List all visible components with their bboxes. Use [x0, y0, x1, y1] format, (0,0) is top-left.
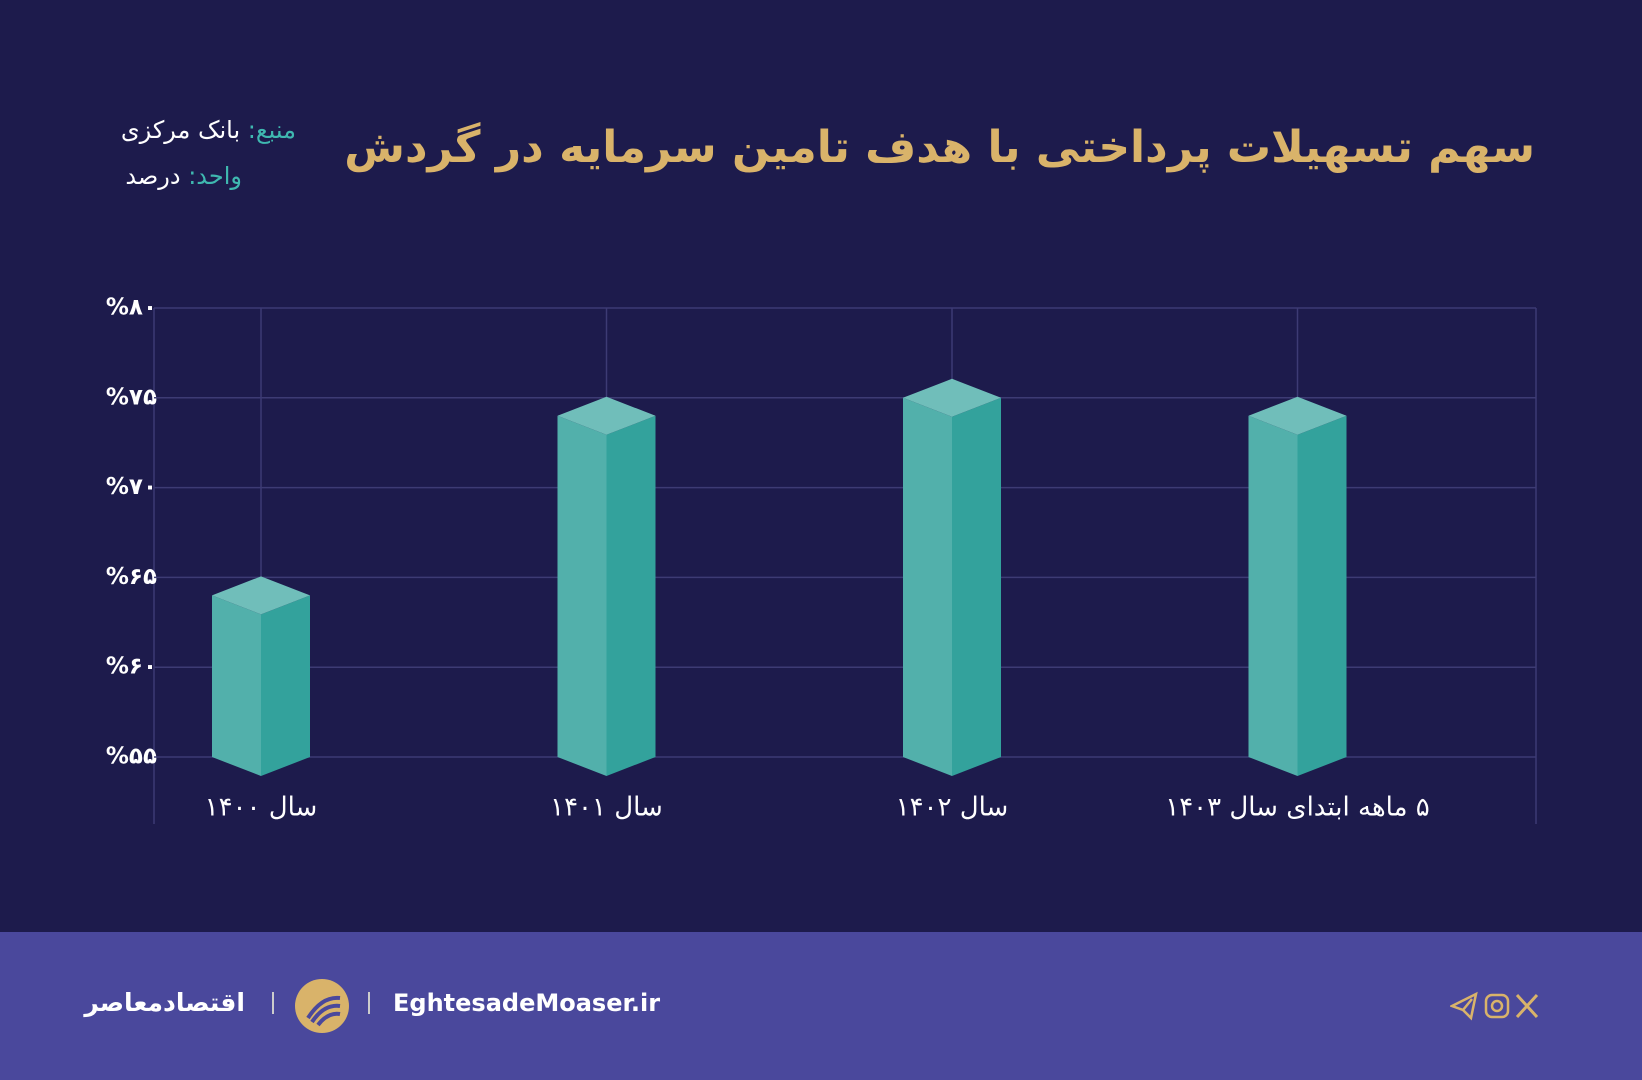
x-tick-label: سال ۱۴۰۰	[205, 793, 318, 823]
bar-top-face	[1248, 396, 1347, 435]
x-tick-label: سال ۱۴۰۱	[550, 793, 663, 823]
bar-right-face	[1297, 415, 1347, 776]
y-tick-label: %۸۰	[106, 295, 157, 321]
site[interactable]: EghtesadeMoaser.ir	[393, 989, 661, 1017]
unit: واحد: درصد	[125, 162, 242, 190]
y-tick-label: %۶۰	[106, 654, 157, 680]
source-label: منبع:	[247, 116, 296, 144]
y-tick-label: %۶۵	[106, 564, 157, 590]
logo	[295, 979, 349, 1033]
y-tick-label: %۷۵	[106, 384, 157, 410]
bar	[903, 378, 1001, 776]
x-icon[interactable]	[1515, 993, 1539, 1019]
y-tick-label: %۵۵	[106, 744, 157, 770]
bar-top-face	[903, 378, 1001, 417]
bar-left-face	[212, 595, 261, 776]
bar	[212, 576, 310, 776]
chart-title: سهم تسهیلات پرداختی با هدف تامین سرمایه …	[344, 122, 1535, 173]
instagram-icon[interactable]	[1484, 993, 1510, 1019]
source-value: بانک مرکزی	[120, 116, 241, 144]
social-icons	[1450, 991, 1539, 1021]
unit-value: درصد	[125, 162, 181, 190]
bar-top-face	[557, 396, 656, 435]
bar-right-face	[952, 397, 1001, 776]
y-tick-label: %۷۰	[106, 474, 157, 500]
divider	[368, 992, 370, 1014]
bar	[557, 396, 656, 776]
footer: اقتصادمعاصر EghtesadeMoaser.ir	[0, 932, 1642, 1080]
chart: %۵۵ %۶۰ %۶۵ %۷۰ %۷۵ %۸۰ سال ۱۴۰۰ سال ۱۴۰۱ سال ۱۴…	[106, 295, 1537, 824]
bar-left-face	[557, 415, 607, 776]
source: منبع: بانک مرکزی	[121, 116, 296, 144]
bar-right-face	[261, 595, 310, 776]
bar-right-face	[606, 415, 656, 776]
brand: اقتصادمعاصر	[84, 988, 245, 1017]
divider	[272, 992, 274, 1014]
x-tick-label: سال ۱۴۰۲	[896, 793, 1009, 823]
bar-left-face	[1248, 415, 1298, 776]
bar	[1248, 396, 1347, 776]
x-tick-label: ۵ ماهه ابتدای سال ۱۴۰۳	[1165, 793, 1430, 823]
bar-left-face	[903, 397, 952, 776]
unit-label: واحد:	[188, 162, 242, 190]
telegram-icon[interactable]	[1450, 991, 1478, 1021]
bar-top-face	[212, 576, 310, 615]
